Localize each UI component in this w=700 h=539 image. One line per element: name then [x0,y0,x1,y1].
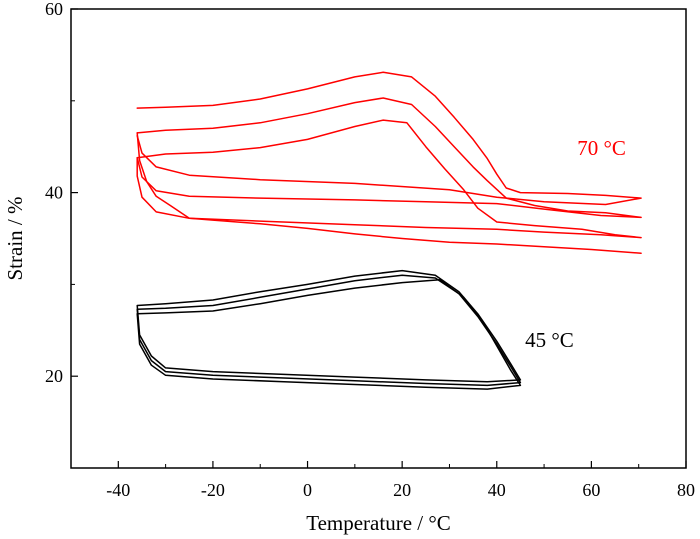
series-line-2 [136,97,642,219]
series-layer [136,71,642,390]
series-line-3 [136,119,642,239]
series-line-7 [136,279,522,390]
series-line-1 [136,71,642,206]
series-annotation-2: 45 °C [525,328,574,352]
plot-frame [70,8,687,469]
y-axis-title: Strain / % [3,197,27,281]
x-tick-label: -20 [201,480,225,500]
x-tick-label: 20 [393,480,411,500]
x-tick-label: -40 [106,480,130,500]
series-line-6 [136,274,522,387]
series-line-5 [136,269,522,383]
y-tick-label: 40 [45,183,63,203]
x-tick-label: 80 [677,480,695,500]
axis-layer: -40 -20 0 20 40 60 80 20 40 60 [45,0,695,500]
series-line-4 [136,132,642,254]
x-tick-label: 0 [303,480,312,500]
x-axis-title: Temperature / °C [306,511,451,535]
x-tick-label: 40 [488,480,506,500]
x-tick-label: 60 [582,480,600,500]
series-annotation-1: 70 °C [577,136,626,160]
annotation-layer: 70 °C 45 °C [525,136,626,352]
y-tick-label: 20 [45,366,63,386]
y-tick-label: 60 [45,0,63,19]
